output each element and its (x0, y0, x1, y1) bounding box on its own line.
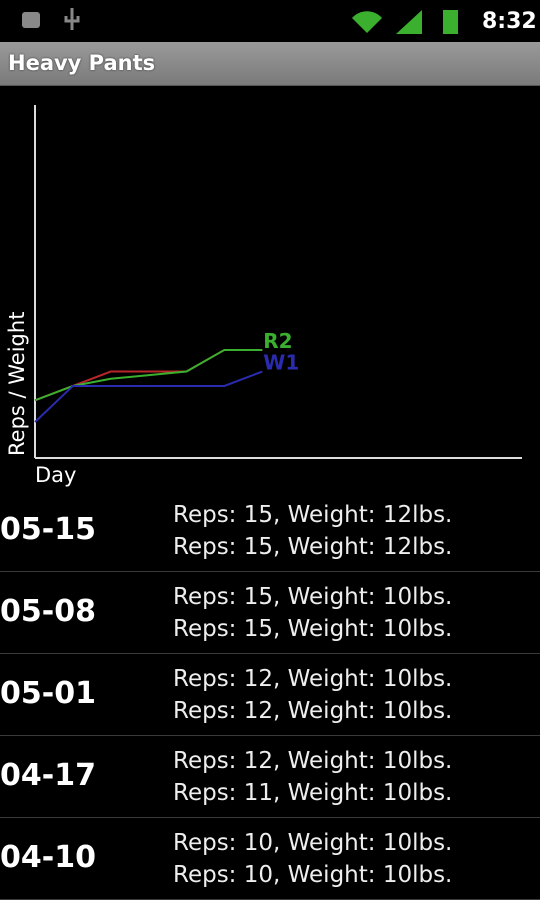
entry-row[interactable]: 05-01 Reps: 12, Weight: 10lbs. Reps: 12, W… (0, 654, 540, 736)
entry-list: 05-15 Reps: 15, Weight: 12lbs. Reps: 15, W… (0, 490, 540, 900)
y-axis-label: Reps / Weight (5, 312, 29, 456)
entry-date: 05-01 (0, 676, 96, 711)
entry-date: 04-17 (0, 758, 96, 793)
entry-set: Reps: 15, Weight: 10lbs. (173, 616, 453, 642)
entry-set: Reps: 15, Weight: 10lbs. (173, 584, 453, 610)
entry-row[interactable]: 05-08 Reps: 15, Weight: 10lbs. Reps: 15, W… (0, 572, 540, 654)
entry-row[interactable]: 04-10 Reps: 10, Weight: 10lbs. Reps: 10, W… (0, 818, 540, 900)
entry-date: 04-10 (0, 840, 96, 875)
battery-icon (443, 10, 458, 34)
entry-set: Reps: 12, Weight: 10lbs. (173, 748, 453, 774)
status-icons: 8:32 (22, 8, 537, 34)
wifi-icon (352, 11, 382, 34)
series-label: W1 (263, 351, 299, 375)
entry-date: 05-08 (0, 594, 96, 629)
entry-set: Reps: 15, Weight: 12lbs. (173, 502, 453, 528)
entry-set: Reps: 11, Weight: 10lbs. (173, 780, 453, 806)
entry-set: Reps: 10, Weight: 10lbs. (173, 862, 453, 888)
entry-date: 05-15 (0, 512, 96, 547)
app-title: Heavy Pants (8, 51, 156, 75)
series-line (34, 370, 263, 423)
status-bar: 8:32 (0, 0, 540, 42)
clock: 8:32 (482, 9, 537, 34)
entry-set: Reps: 12, Weight: 10lbs. (173, 698, 453, 724)
entry-set: Reps: 15, Weight: 12lbs. (173, 534, 453, 560)
x-axis-label: Day (35, 463, 76, 487)
android-icon (22, 12, 40, 28)
entry-row[interactable]: 05-15 Reps: 15, Weight: 12lbs. Reps: 15, W… (0, 490, 540, 572)
title-bar: Heavy Pants (0, 42, 540, 86)
entry-row[interactable]: 04-17 Reps: 12, Weight: 10lbs. Reps: 11, W… (0, 736, 540, 818)
entry-set: Reps: 10, Weight: 10lbs. (173, 830, 453, 856)
entry-set: Reps: 12, Weight: 10lbs. (173, 666, 453, 692)
usb-icon (64, 8, 80, 30)
series-label: R2 (263, 329, 292, 353)
series-line (34, 348, 263, 402)
signal-icon (396, 10, 422, 34)
